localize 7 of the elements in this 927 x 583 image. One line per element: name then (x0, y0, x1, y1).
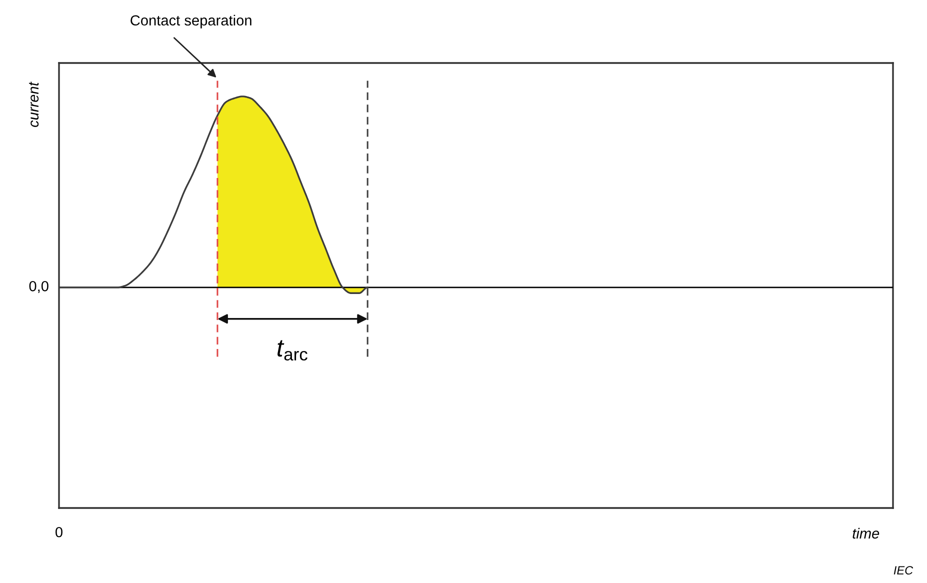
text: 0,0 (29, 281, 48, 294)
text: time (852, 528, 880, 539)
text: Contact separation (130, 14, 252, 28)
text: IEC (894, 566, 914, 575)
text: 0 (56, 526, 62, 538)
y-axis-title: current (29, 82, 39, 128)
text: t$_{arc}$ (278, 340, 308, 361)
